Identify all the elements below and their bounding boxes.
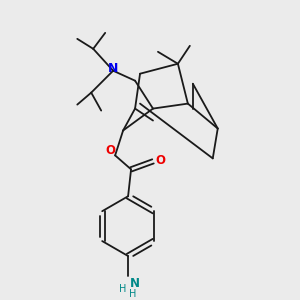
Text: H: H [119, 284, 127, 294]
Text: N: N [130, 278, 140, 290]
Text: O: O [155, 154, 165, 167]
Text: N: N [108, 62, 118, 75]
Text: O: O [105, 144, 115, 157]
Text: H: H [129, 289, 137, 299]
